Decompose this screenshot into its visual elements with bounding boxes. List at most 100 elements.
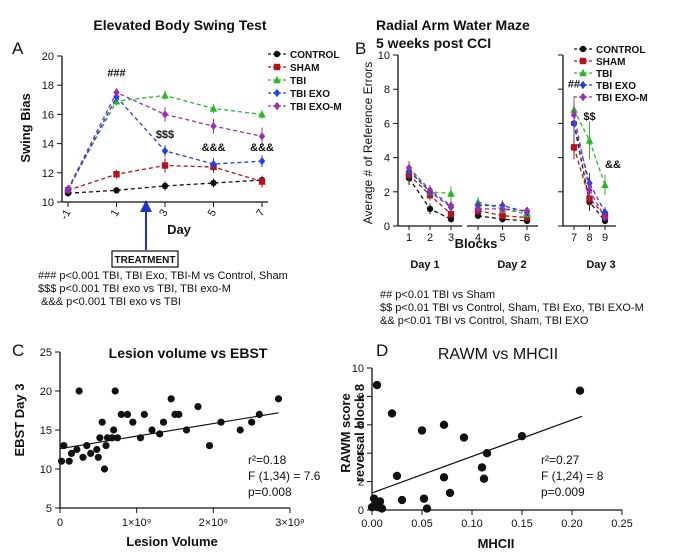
panel-b-point (523, 206, 531, 215)
panel-a-point (258, 132, 266, 141)
panel-d-point (482, 449, 492, 458)
panel-b-y-tick-label: 8 (384, 84, 390, 96)
panel-d-point (419, 494, 429, 503)
panel-b-point (586, 185, 593, 195)
panel-a-title: Elevated Body Swing Test (93, 17, 267, 33)
panel-d-point (575, 386, 585, 395)
panel-a-point (113, 171, 120, 178)
panel-d-point (372, 380, 382, 390)
panel-c-point (75, 387, 83, 395)
panel-b-point (426, 205, 434, 213)
panel-c-x-tick-label: 3×10⁹ (275, 517, 305, 529)
panel-c-point (129, 418, 137, 426)
panel-d-point (477, 463, 487, 472)
panel-c-point (110, 426, 118, 434)
panel-b-point (570, 110, 578, 120)
panel-c-fit-line (59, 412, 279, 450)
panel-a-note-2: $$$ p<0.001 TBI exo vs TBI, TBI exo-M (38, 283, 231, 295)
day1-label: Day 1 (410, 259, 439, 271)
panel-d-x-tick-label: 0.20 (561, 518, 582, 530)
panel-d-stat-r2: r²=0.27 (541, 453, 580, 467)
panel-b-legend-marker (579, 57, 587, 65)
panel-a-legend-marker (273, 101, 281, 111)
panel-b-point (601, 213, 609, 222)
panel-a-point (210, 121, 217, 131)
panel-c-stat-r2: r²=0.18 (248, 453, 287, 467)
treatment-marker: TREATMENT (111, 200, 179, 268)
panel-c-point (111, 387, 119, 395)
panel-d-stat-p: p=0.009 (541, 485, 585, 499)
panel-b-series-line (573, 147, 606, 217)
panel-b-legend-marker (579, 92, 587, 102)
panel-b-series-line (477, 201, 528, 215)
panel-d: D RAWM vs MHCII RAWM score reversal bloc… (338, 341, 604, 551)
panel-d-point (387, 409, 397, 418)
panel-c-x-label: Lesion Volume (126, 534, 218, 549)
panel-c-y-tick-label: 15 (40, 425, 52, 437)
panel-c-point (102, 442, 110, 450)
panel-b-point (474, 204, 482, 214)
panel-b-note-3: && p<0.01 TBI vs Control, Sham, TBI EXO (380, 315, 589, 327)
panel-a-point (209, 104, 218, 112)
panel-d-point (445, 488, 455, 498)
panel-b-annotation: $$ (583, 111, 595, 123)
panel-a-x-tick-label: -1 (58, 208, 73, 222)
panel-a-point (258, 178, 266, 185)
panel-b-point (447, 215, 455, 223)
panel-a-legend-marker (273, 50, 281, 58)
panel-a-x-tick-label: 1 (109, 208, 122, 219)
panel-b-point (601, 180, 609, 189)
panel-b-legend-marker (579, 68, 587, 77)
panel-b-point (447, 189, 455, 197)
panel-b-y-tick-label: 4 (384, 153, 390, 165)
panel-a-y-tick-label: 16 (42, 109, 54, 121)
panel-c-point (255, 410, 263, 418)
panel-c-y-tick-label: 10 (40, 464, 52, 476)
panel-d-point (422, 504, 432, 513)
panel-b: B Radial Arm Water Maze 5 weeks post CCI… (355, 17, 644, 327)
panel-b-note-1: ## p<0.01 TBI vs Sham (380, 289, 495, 301)
panel-c-point (57, 457, 66, 465)
panel-d-point (517, 431, 527, 441)
panel-b-point (447, 201, 455, 210)
panel-d-point (392, 471, 402, 481)
panel-c-point (175, 410, 183, 418)
panel-d-point (397, 495, 407, 505)
panel-a-x-tick-label: 3 (157, 208, 170, 219)
panel-a-legend-label: TBI EXO-M (290, 102, 342, 113)
panel-a-point (161, 146, 169, 156)
panel-a-y-tick-label: 18 (42, 80, 54, 92)
panel-d-y-tick-label: 6 (358, 420, 364, 432)
panel-a-annotation: ### (107, 67, 125, 79)
panel-b-x-tick-label: 5 (499, 232, 505, 244)
panel-d-point (417, 426, 427, 435)
panel-d-x-tick-label: 0.00 (361, 518, 382, 530)
panel-c-point (96, 434, 104, 442)
panel-b-point (499, 212, 506, 219)
panel-b-point (570, 144, 578, 151)
panel-a-point (64, 184, 72, 194)
panel-b-annotation: && (605, 159, 621, 171)
panel-c-point (60, 442, 68, 450)
panel-b-legend-label: TBI (596, 69, 612, 80)
panel-a-x-tick-label: 7 (254, 208, 267, 219)
panel-a-point (258, 156, 266, 166)
panel-c-letter: C (12, 341, 24, 360)
panel-b-legend-marker (579, 45, 587, 53)
panel-a-legend-label: TBI (290, 76, 306, 87)
panel-a-y-tick-label: 20 (42, 51, 54, 63)
panel-a-y-tick-label: 14 (42, 139, 54, 151)
panel-a-point (210, 179, 217, 187)
panel-a-x-tick-label: 5 (206, 208, 219, 219)
panel-c: C Lesion volume vs EBST EBST Day 3 Lesio… (12, 341, 321, 549)
panel-d-point (375, 497, 385, 506)
panel-d-y-tick-label: 8 (358, 391, 364, 403)
panel-d-point (479, 474, 489, 483)
panel-b-legend-label: CONTROL (596, 45, 645, 56)
panel-a-point (161, 182, 169, 190)
panel-d-point (377, 504, 387, 513)
panel-b-x-label: Blocks (455, 236, 498, 251)
panel-c-point (79, 453, 87, 461)
panel-d-x-tick-label: 0.25 (611, 518, 632, 530)
panel-a-letter: A (12, 39, 24, 58)
